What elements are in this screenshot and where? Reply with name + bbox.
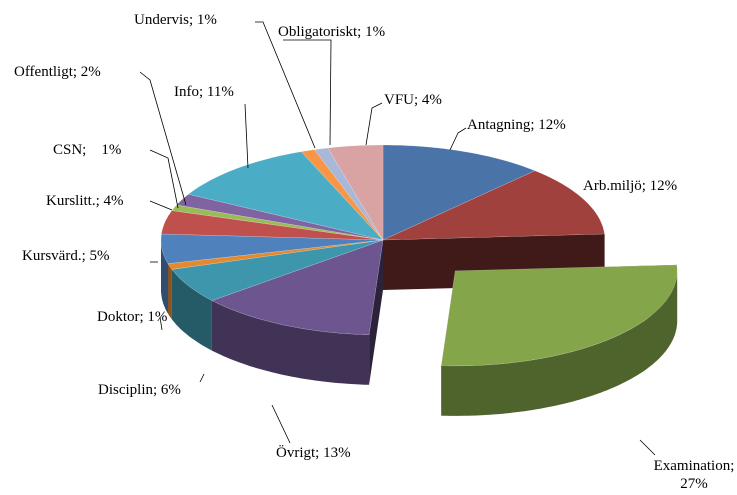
leader-line bbox=[365, 102, 383, 146]
data-label: Arb.miljö; 12% bbox=[583, 178, 678, 194]
slice bbox=[161, 210, 384, 241]
data-label: Info; 11% bbox=[174, 84, 234, 100]
leader-line bbox=[639, 439, 656, 456]
slice-side bbox=[168, 263, 172, 320]
leader-line bbox=[149, 200, 173, 211]
leader-line bbox=[283, 39, 332, 146]
slice bbox=[160, 233, 384, 264]
data-label: Undervis; 1% bbox=[134, 12, 217, 28]
leader-line bbox=[159, 316, 163, 331]
data-label: CSN; 1% bbox=[53, 142, 122, 158]
leader-line bbox=[244, 103, 249, 169]
slice-side bbox=[171, 269, 212, 351]
slice bbox=[187, 151, 384, 241]
data-label: Examination; 27% bbox=[653, 458, 735, 492]
data-label: Disciplin; 6% bbox=[98, 382, 181, 398]
data-label: Doktor; 1% bbox=[97, 309, 168, 325]
data-label: Övrigt; 13% bbox=[276, 445, 351, 461]
slice bbox=[441, 264, 678, 367]
slice bbox=[382, 144, 536, 241]
leader-line bbox=[449, 127, 467, 151]
data-label: Kurslitt.; 4% bbox=[46, 193, 124, 209]
data-label: Kursvärd.; 5% bbox=[22, 248, 110, 264]
slice-side bbox=[441, 270, 678, 416]
slice bbox=[327, 144, 384, 241]
data-label: Offentligt; 2% bbox=[14, 64, 101, 80]
slice-side bbox=[211, 300, 370, 385]
slice-side bbox=[161, 240, 168, 314]
slice bbox=[211, 239, 384, 336]
leader-line bbox=[149, 149, 179, 209]
slice bbox=[171, 239, 384, 301]
leader-line bbox=[271, 404, 291, 444]
leader-line bbox=[199, 373, 205, 383]
data-label: Antagning; 12% bbox=[467, 117, 566, 133]
slice bbox=[382, 170, 605, 241]
data-label: VFU; 4% bbox=[384, 92, 442, 108]
leader-line bbox=[255, 21, 316, 149]
slice-face bbox=[369, 240, 383, 385]
leader-line bbox=[139, 71, 187, 206]
data-label: Obligatoriskt; 1% bbox=[278, 24, 386, 40]
